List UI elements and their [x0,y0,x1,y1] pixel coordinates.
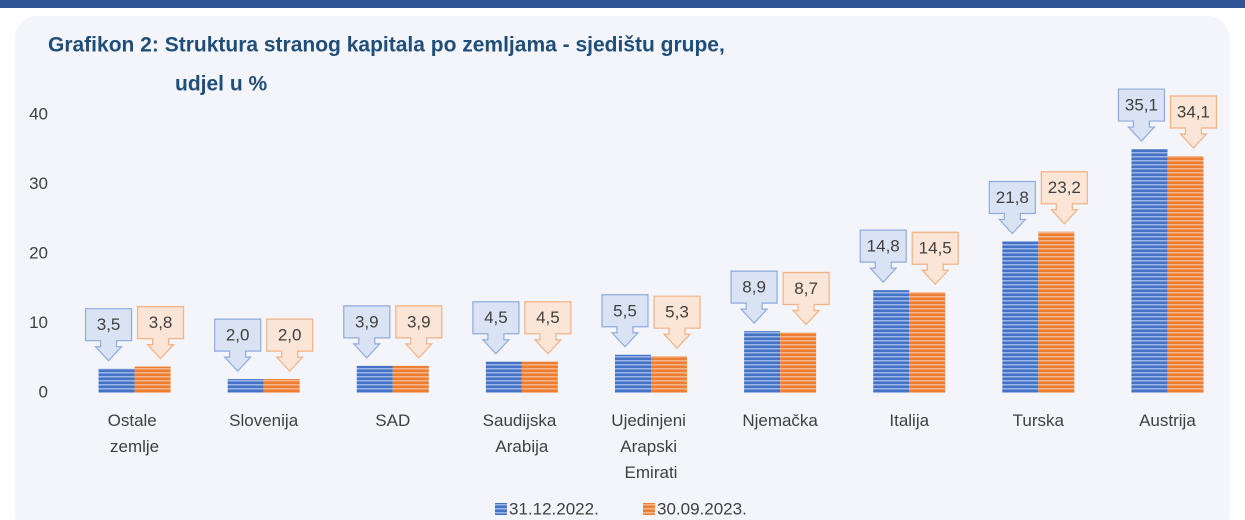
x-tick-label: Slovenija [229,411,299,430]
panel [15,16,1230,520]
bar [521,361,558,393]
bar [909,292,946,393]
data-label: 8,9 [742,278,766,297]
callout [988,180,1036,235]
y-tick-label: 0 [39,382,48,401]
y-tick-label: 30 [29,174,48,193]
x-tick-label: SAD [375,411,410,430]
bar [1002,241,1039,393]
callout [343,305,391,359]
bar [1038,231,1075,393]
data-label: 5,5 [613,301,637,320]
bar [134,366,171,393]
y-tick-label: 10 [29,313,48,332]
chart-subtitle: udjel u % [175,73,268,96]
callout [1040,171,1088,225]
x-tick-label: Saudijska Arabija [483,411,561,456]
bar [227,379,264,393]
data-label: 2,0 [226,326,250,345]
x-tick-label: Njemačka [742,411,818,430]
data-label: 3,5 [97,315,121,334]
chart-title: Grafikon 2: Struktura stranog kapitala p… [48,34,725,57]
data-label: 23,2 [1048,178,1081,197]
callout [653,295,701,350]
bar [98,368,135,393]
callout [911,231,959,286]
callout [84,308,133,362]
data-label: 2,0 [278,326,302,345]
x-tick-label: Ostale zemlje [108,411,162,456]
callout [859,229,907,284]
callout [601,294,649,348]
data-label: 8,7 [794,279,818,298]
callout [1169,95,1218,149]
bar [651,356,687,393]
x-tick-label: Ujedinjeni Arapski Emirati [611,411,690,482]
legend-label: 31.12.2022. [509,499,599,518]
callout [266,318,314,372]
data-label: 35,1 [1125,96,1158,115]
y-tick-label: 20 [29,243,48,262]
callout [395,305,443,359]
data-label: 34,1 [1177,102,1210,121]
callout [782,271,830,326]
bar [356,365,393,393]
callout [524,301,572,355]
data-label: 3,9 [355,312,379,331]
bar [780,332,817,393]
bar [873,290,910,393]
bar [1167,156,1204,393]
top-rule [0,0,1245,8]
bar [392,365,429,393]
data-label: 4,5 [484,308,508,327]
callout [1117,88,1166,142]
data-label: 4,5 [536,308,560,327]
x-tick-label: Turska [1013,411,1065,430]
legend-label: 30.09.2023. [657,499,747,518]
x-tick-label: Austrija [1139,411,1196,430]
data-label: 14,8 [867,237,900,256]
x-tick-label: Italija [889,411,929,430]
callout [472,301,520,355]
bar [1131,149,1168,393]
bar [615,354,651,393]
callout [730,270,778,325]
data-label: 5,3 [665,303,689,322]
y-tick-label: 40 [29,104,48,123]
data-label: 21,8 [996,188,1029,207]
legend-swatch [495,503,507,515]
callout [214,318,262,372]
bar [263,379,300,393]
data-label: 3,9 [407,312,431,331]
data-label: 14,5 [919,239,952,258]
callout [136,305,185,360]
bar [744,331,781,393]
data-label: 3,8 [149,313,173,332]
bar [485,361,522,393]
legend-swatch [643,503,655,515]
